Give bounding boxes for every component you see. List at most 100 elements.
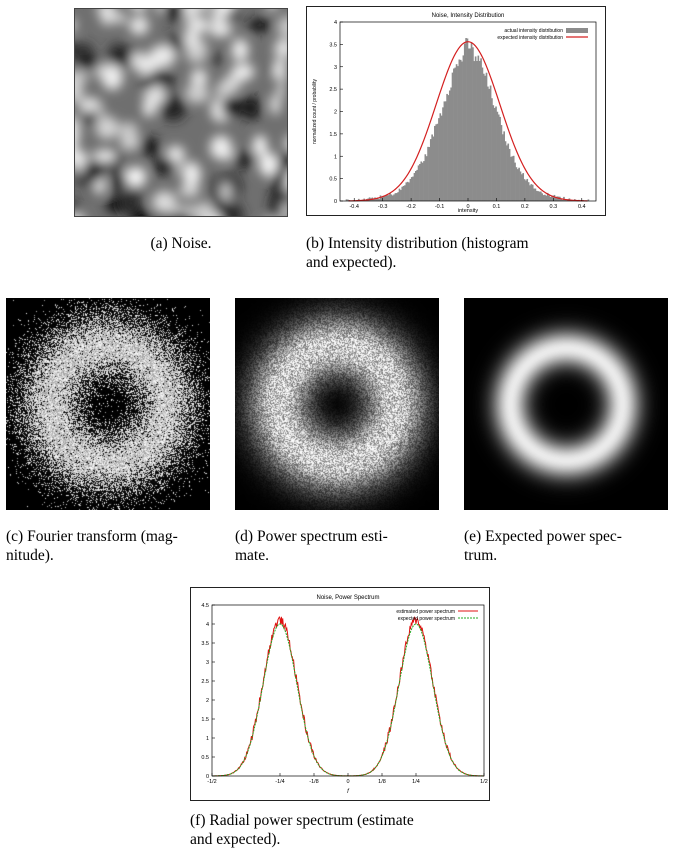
histogram-bar bbox=[514, 162, 516, 201]
histogram-bar bbox=[438, 118, 440, 201]
noise-blob bbox=[187, 9, 200, 13]
noise-blob bbox=[83, 158, 104, 184]
x-tick-label: -0.2 bbox=[406, 204, 415, 210]
noise-blob bbox=[225, 202, 244, 216]
noise-blob bbox=[222, 75, 243, 90]
histogram-bar bbox=[412, 176, 414, 201]
radial-spectrum-chart: Noise, Power Spectrum f -1/2 -1/4 -1/8 0 1/8 1/… bbox=[190, 587, 490, 801]
histogram-bar bbox=[453, 68, 455, 201]
noise-image bbox=[74, 8, 288, 217]
histogram-bar bbox=[507, 143, 510, 201]
histogram-bar bbox=[541, 193, 544, 201]
noise-blob bbox=[238, 63, 254, 80]
histogram-bar bbox=[493, 107, 496, 201]
histogram-bar bbox=[489, 85, 492, 201]
histogram-bar bbox=[442, 107, 444, 201]
noise-blob bbox=[163, 9, 185, 22]
histogram-bar bbox=[485, 72, 488, 201]
histogram-bar bbox=[556, 196, 558, 201]
fourier-transform-image bbox=[6, 298, 210, 510]
noise-blob bbox=[269, 195, 284, 216]
y-tick-label: 2 bbox=[334, 110, 337, 116]
histogram-bar bbox=[474, 56, 477, 202]
expected-distribution-line bbox=[348, 41, 588, 202]
noise-blob bbox=[130, 51, 146, 71]
histogram-bar bbox=[428, 147, 431, 201]
caption-e-line1: (e) Expected power spec- bbox=[464, 528, 622, 545]
noise-blob bbox=[95, 116, 119, 140]
noise-blob bbox=[253, 135, 267, 156]
noise-blob bbox=[184, 20, 195, 33]
caption-c-line1: (c) Fourier transform (mag- bbox=[6, 528, 178, 545]
intensity-chart-svg: Noise, Intensity Distribution intensity no… bbox=[306, 6, 606, 216]
x-tick-label: 0.2 bbox=[521, 204, 529, 210]
histogram-bar bbox=[488, 88, 491, 201]
histogram-bar bbox=[419, 163, 421, 201]
x-axis-label: intensity bbox=[458, 208, 478, 214]
histogram-bar bbox=[405, 182, 408, 201]
histogram-bar bbox=[391, 195, 394, 201]
caption-d-line2: mate. bbox=[235, 547, 269, 564]
histogram-bar bbox=[516, 169, 519, 201]
noise-blob bbox=[209, 135, 232, 160]
x-tick-label: 1/4 bbox=[412, 779, 420, 785]
histogram-bar bbox=[397, 192, 399, 201]
noise-blob bbox=[118, 122, 139, 140]
histogram-bar bbox=[534, 188, 537, 201]
histogram-bar bbox=[548, 195, 550, 201]
histogram-bar bbox=[561, 199, 564, 201]
histogram-bar bbox=[554, 197, 557, 201]
histogram-bar bbox=[504, 141, 507, 201]
histogram-bar bbox=[515, 167, 518, 201]
x-tick-label: -1/8 bbox=[309, 779, 318, 785]
histogram-bar bbox=[379, 195, 382, 201]
histogram-bar bbox=[431, 134, 433, 201]
noise-blob bbox=[178, 185, 200, 198]
caption-a: (a) Noise. bbox=[150, 235, 212, 252]
noise-blob bbox=[160, 95, 187, 121]
noise-blob bbox=[75, 200, 79, 214]
histogram-bar bbox=[495, 106, 497, 201]
histogram-bar bbox=[425, 156, 428, 201]
noise-blob bbox=[272, 57, 287, 71]
noise-blob bbox=[126, 166, 147, 187]
histogram-bar bbox=[459, 59, 462, 202]
power-spectrum-estimate-image bbox=[235, 298, 439, 510]
y-tick-label: 1 bbox=[334, 154, 337, 160]
caption-b-line1: (b) Intensity distribution (histogram bbox=[306, 235, 529, 252]
histogram-bar bbox=[535, 190, 538, 201]
histogram-bar bbox=[376, 197, 379, 201]
histogram-bar bbox=[443, 101, 446, 201]
legend-label-expected: expected intensity distribution bbox=[497, 35, 563, 41]
histogram-bar bbox=[375, 198, 378, 201]
histogram-bar bbox=[476, 61, 478, 202]
y-tick-label: 0.5 bbox=[201, 755, 209, 761]
histogram-bar bbox=[421, 162, 424, 201]
histogram-bar bbox=[386, 195, 389, 201]
histogram-bar bbox=[477, 55, 480, 202]
histogram-bar bbox=[542, 195, 545, 201]
y-tick-label: 4.5 bbox=[201, 603, 209, 609]
histogram-bar bbox=[533, 188, 535, 201]
histogram-bar bbox=[408, 182, 410, 201]
noise-blob bbox=[236, 44, 249, 56]
y-tick-label: 2.5 bbox=[201, 679, 209, 685]
histogram-bar bbox=[398, 188, 401, 201]
histogram-bar bbox=[470, 42, 473, 201]
noise-blob bbox=[215, 9, 233, 15]
noise-blob bbox=[75, 70, 88, 84]
histogram-bar bbox=[501, 134, 504, 201]
noise-blob bbox=[113, 186, 124, 198]
histogram-bar bbox=[450, 87, 452, 201]
histogram-bar bbox=[472, 47, 474, 201]
histogram-bar bbox=[447, 95, 450, 201]
noise-blob bbox=[75, 121, 81, 143]
histogram-bar bbox=[413, 172, 416, 201]
histogram-bar bbox=[462, 55, 465, 201]
noise-blob bbox=[284, 79, 287, 97]
noise-blob bbox=[185, 83, 210, 104]
histogram-bar bbox=[565, 200, 568, 201]
histogram-bar bbox=[436, 123, 439, 201]
noise-blob bbox=[77, 57, 102, 70]
histogram-bar bbox=[434, 125, 436, 201]
